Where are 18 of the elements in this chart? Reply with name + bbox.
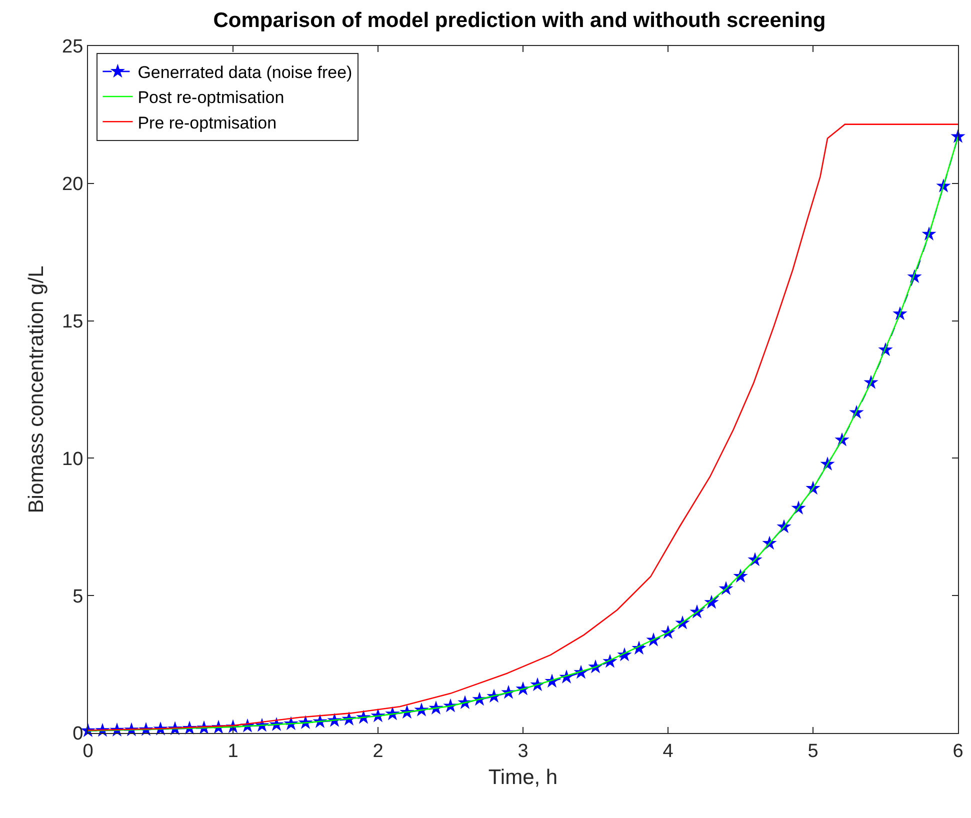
y-tick-label: 10 — [62, 448, 84, 470]
y-axis-title: Biomass concentration g/L — [25, 266, 48, 514]
x-tick-label: 2 — [372, 740, 384, 762]
x-tick-label: 5 — [808, 740, 818, 762]
x-tick-label: 4 — [662, 740, 674, 762]
x-tick-label: 6 — [952, 740, 964, 762]
legend-label: Generrated data (noise free) — [138, 63, 352, 82]
y-tick-label: 25 — [62, 36, 84, 58]
x-axis-title: Time, h — [488, 766, 558, 789]
legend-label: Post re-optmisation — [138, 88, 284, 108]
y-tick-label: 20 — [62, 174, 84, 196]
y-tick-label: 5 — [72, 586, 84, 608]
chart-title: Comparison of model prediction with and withouth screening — [213, 8, 826, 32]
y-tick-label: 15 — [62, 311, 84, 332]
x-tick-label: 3 — [518, 740, 528, 762]
x-tick-label: 1 — [228, 740, 238, 762]
legend-label: Pre re-optmisation — [138, 113, 277, 132]
y-tick-label: 0 — [72, 724, 84, 745]
